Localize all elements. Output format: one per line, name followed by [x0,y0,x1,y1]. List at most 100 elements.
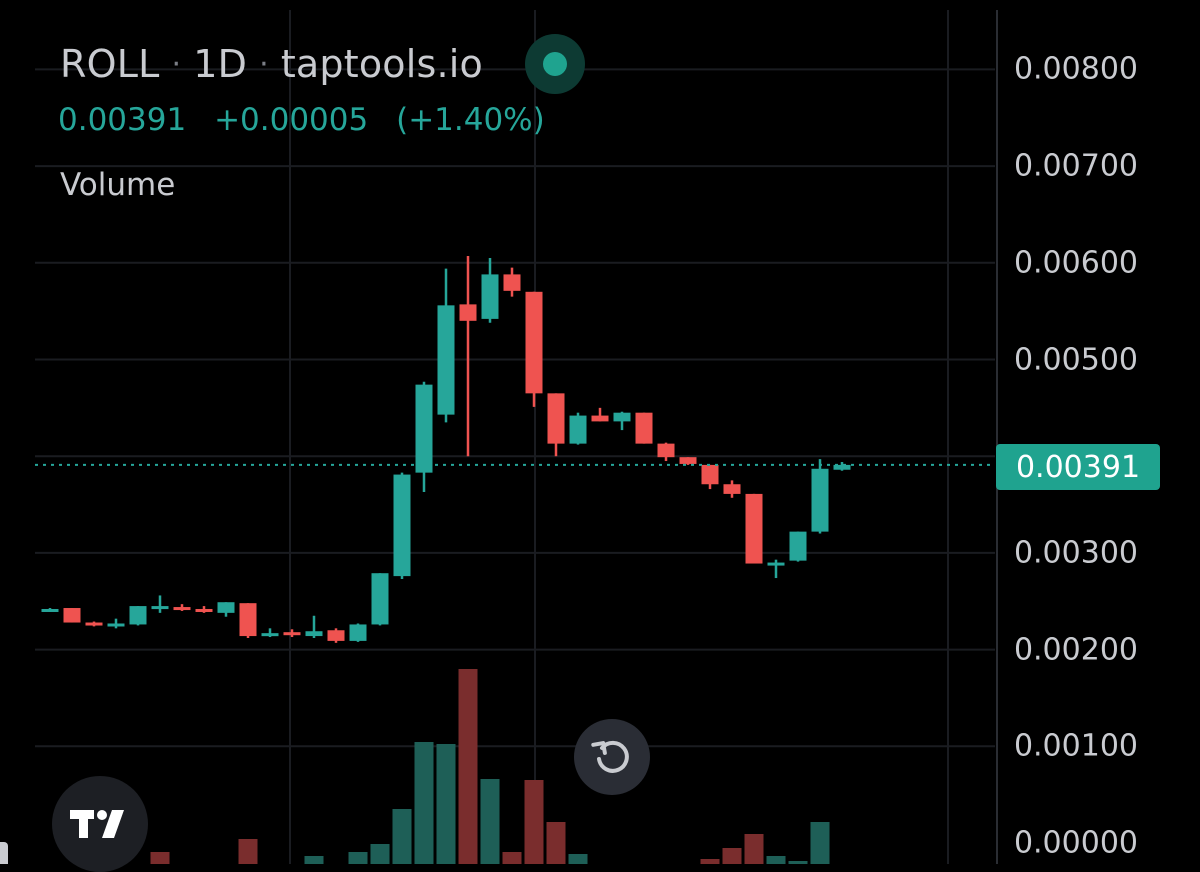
volume-bar [722,848,742,864]
panel-resize-handle[interactable] [0,842,8,864]
candle [415,381,433,492]
candle-body [195,608,213,612]
candle-body [503,274,521,291]
candle [239,603,257,638]
tradingview-logo[interactable] [52,776,148,872]
candle-body [833,464,851,470]
last-price-tag: 0.00391 [996,444,1160,490]
candle [393,472,411,580]
candle [151,595,169,613]
price-axis-label: 0.00300 [1013,535,1138,571]
volume-bar [810,822,830,864]
candle-body [283,632,301,636]
candle-body [745,493,763,564]
volume-bar [480,779,500,864]
interval-label[interactable]: 1D [193,42,248,86]
candle-body [371,573,389,625]
price-change-value: +0.00005 [214,102,369,138]
candle [41,608,59,612]
volume-bar [304,856,324,864]
volume-bar [766,856,786,864]
volume-bar [524,780,544,864]
candle [657,442,675,462]
volume-bar [348,852,368,864]
volume-bar [502,852,522,864]
candle-body [613,412,631,422]
chart-grid [35,10,998,864]
candle-body [525,291,543,394]
volume-bar [392,809,412,864]
candle [305,615,323,638]
reset-chart-button[interactable] [574,719,650,795]
candle [591,407,609,422]
candle-body [437,305,455,415]
candle-body [723,484,741,494]
candle-body [151,606,169,610]
price-axis-label: 0.00700 [1013,148,1138,184]
candle-body [41,608,59,612]
candle [613,411,631,431]
candle [283,629,301,638]
candle [173,604,191,611]
volume-bar [370,844,390,864]
candle-body [63,608,81,623]
candle-body [811,468,829,532]
candle [437,268,455,423]
candle [503,267,521,297]
candle [371,573,389,626]
tradingview-logo-icon [70,810,124,838]
candle-body [217,602,235,613]
candle-body [305,631,323,637]
candle [569,412,587,445]
price-axis-label: 0.00500 [1013,342,1138,377]
volume-bars [150,669,830,864]
candle [679,457,697,465]
price-axis-label: 0.00000 [1013,825,1138,861]
candle-body [415,384,433,473]
price-axis-label: 0.00200 [1013,632,1138,668]
volume-bar [744,834,764,864]
legend-separator: · [171,46,182,82]
candle [217,602,235,617]
candle [635,412,653,444]
candle [789,531,807,562]
status-dot-icon [542,52,567,76]
candle-body [635,412,653,444]
volume-bar [568,854,588,864]
candle [459,256,477,457]
candle [261,628,279,638]
candle-body [129,606,147,625]
candle-body [701,464,719,485]
price-change-percent: (+1.40%) [396,102,545,138]
candle [349,623,367,642]
candle-body [261,633,279,637]
candle [63,608,81,623]
candle-body [239,603,257,637]
candle [701,464,719,490]
volume-bar [700,859,720,864]
candle [195,606,213,613]
symbol-name[interactable]: ROLL [60,42,160,86]
market-status-indicator[interactable] [524,34,585,94]
candle-body [349,624,367,641]
candle [481,257,499,323]
volume-bar [546,822,566,864]
price-change-row: 0.00391 +0.00005 (+1.40%) [58,102,563,138]
price-axis-label: 0.00100 [1013,728,1138,764]
candle [767,559,785,579]
candle [327,628,345,643]
reset-rotate-icon [591,740,629,773]
volume-bar [238,839,258,864]
candle [723,480,741,498]
candle [525,291,543,407]
price-axis-label: 0.00800 [1013,51,1138,87]
volume-bar [414,742,434,864]
candle-body [107,623,125,627]
candle [811,459,829,534]
candle-body [481,274,499,319]
candle-body [327,630,345,641]
volume-indicator-label[interactable]: Volume [60,167,176,203]
legend-separator: · [259,46,269,82]
candle-body [767,562,785,566]
